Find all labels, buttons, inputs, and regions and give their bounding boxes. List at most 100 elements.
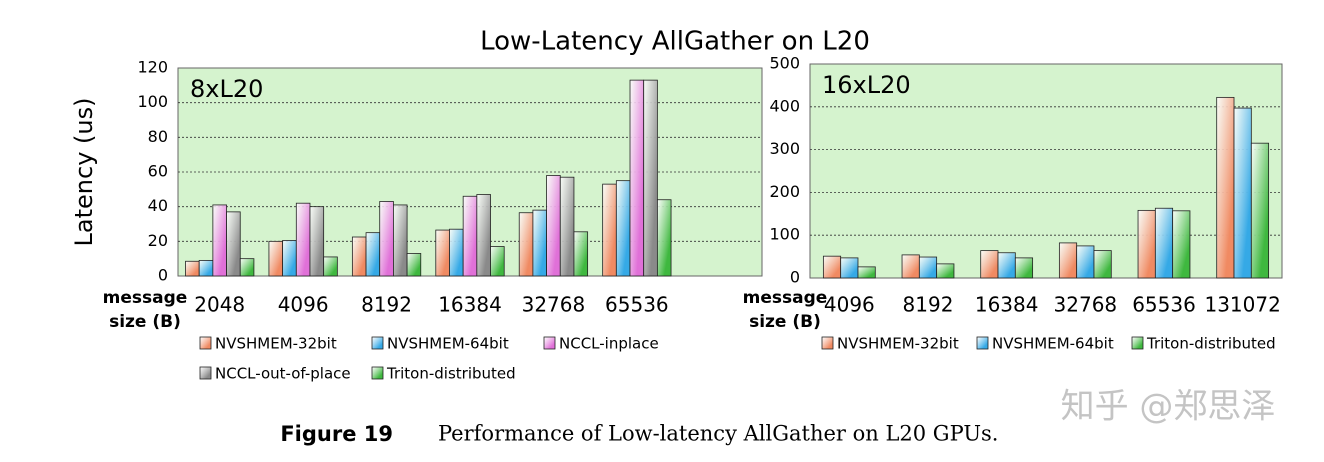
- bar: [559, 176, 575, 277]
- bar: [185, 260, 200, 277]
- bar: [980, 250, 999, 279]
- legend-label: NCCL-inplace: [559, 335, 659, 353]
- legend-swatch: [371, 366, 384, 380]
- bar: [643, 79, 658, 277]
- x-tick-label: 4096: [824, 293, 875, 317]
- legend-label: Triton-distributed: [1146, 335, 1276, 353]
- panel-label: 8xL20: [190, 75, 263, 103]
- bar: [546, 175, 561, 277]
- x-tick-label: 8192: [903, 293, 954, 317]
- y-tick-label: 40: [148, 196, 168, 215]
- bar: [1216, 96, 1235, 279]
- bar: [212, 204, 227, 277]
- bar: [936, 263, 955, 279]
- bar: [379, 201, 394, 277]
- y-tick-label: 120: [137, 58, 168, 77]
- bar: [239, 258, 255, 277]
- legend-label: Triton-distributed: [386, 365, 516, 383]
- bar: [857, 266, 876, 279]
- x-tick-label: 2048: [194, 293, 245, 317]
- legend-label: NVSHMEM-32bit: [215, 335, 337, 353]
- x-tick-label: 32768: [1054, 293, 1118, 317]
- legend-swatch: [543, 336, 556, 350]
- x-tick-label: 65536: [1132, 293, 1196, 317]
- bar: [462, 195, 478, 277]
- bar: [351, 236, 367, 277]
- bar: [476, 194, 491, 277]
- bar: [1154, 207, 1174, 279]
- bar: [309, 206, 325, 277]
- bar: [1233, 107, 1252, 279]
- x-tick-label: 131072: [1204, 293, 1280, 317]
- y-tick-label: 60: [148, 162, 168, 181]
- bar: [573, 231, 589, 277]
- plot-background: [809, 63, 1283, 279]
- x-tick-label: 65536: [605, 293, 669, 317]
- x-tick-label: 16384: [438, 293, 502, 317]
- bar: [1058, 242, 1078, 279]
- y-axis-label: Latency (us): [70, 98, 98, 247]
- bar: [602, 183, 617, 277]
- bar: [1014, 257, 1034, 279]
- x-tick-label: 4096: [278, 293, 329, 317]
- legend-swatch: [976, 336, 989, 350]
- x-tick-label: 16384: [975, 293, 1039, 317]
- bar: [226, 211, 241, 277]
- bar: [532, 209, 547, 277]
- bar: [1250, 142, 1270, 279]
- x-axis-label: size (B): [109, 312, 181, 332]
- bar: [997, 252, 1016, 279]
- bar: [435, 229, 450, 277]
- y-tick-label: 80: [148, 127, 168, 146]
- bar: [656, 199, 672, 277]
- x-axis-label: message: [103, 288, 188, 308]
- y-tick-label: 100: [137, 92, 168, 111]
- figure-title: Low-Latency AllGather on L20: [480, 27, 870, 57]
- bar: [629, 79, 645, 277]
- y-tick-label: 500: [769, 54, 800, 73]
- legend-swatch: [371, 336, 384, 350]
- bar: [406, 253, 422, 277]
- bar: [268, 240, 284, 277]
- bar: [615, 180, 631, 277]
- y-tick-label: 200: [769, 182, 800, 201]
- y-tick-label: 0: [158, 266, 168, 285]
- bar: [901, 254, 920, 279]
- x-tick-label: 32768: [522, 293, 586, 317]
- x-tick-label: 8192: [361, 293, 412, 317]
- bar: [393, 204, 408, 277]
- legend-label: NCCL-out-of-place: [215, 365, 351, 383]
- y-tick-label: 20: [148, 231, 168, 250]
- x-axis-label: message: [743, 288, 828, 308]
- x-axis-label: size (B): [749, 312, 821, 332]
- bar: [323, 256, 338, 277]
- bar: [365, 232, 381, 277]
- legend-swatch: [199, 366, 212, 380]
- legend-label: NVSHMEM-64bit: [387, 335, 509, 353]
- legend-swatch: [821, 336, 834, 350]
- caption-label: Figure 19: [280, 422, 393, 446]
- bar: [282, 240, 297, 277]
- bar: [198, 259, 214, 277]
- legend-label: NVSHMEM-64bit: [992, 335, 1114, 353]
- bar: [840, 257, 859, 279]
- y-tick-label: 300: [769, 139, 800, 158]
- panel-label: 16xL20: [822, 71, 911, 99]
- bar: [295, 202, 311, 277]
- legend-swatch: [199, 336, 212, 350]
- bar: [1172, 210, 1191, 279]
- bar: [1137, 209, 1156, 279]
- bar: [918, 256, 938, 279]
- bar: [1076, 245, 1095, 279]
- bar: [490, 246, 505, 277]
- legend-label: NVSHMEM-32bit: [837, 335, 959, 353]
- y-tick-label: 400: [769, 96, 800, 115]
- y-tick-label: 100: [769, 225, 800, 244]
- caption: Performance of Low-latency AllGather on …: [438, 422, 998, 446]
- legend-swatch: [1131, 336, 1144, 350]
- bar: [1093, 250, 1112, 279]
- watermark: 知乎 @郑思泽: [1061, 387, 1276, 427]
- bar: [822, 255, 842, 279]
- y-tick-label: 0: [790, 268, 800, 287]
